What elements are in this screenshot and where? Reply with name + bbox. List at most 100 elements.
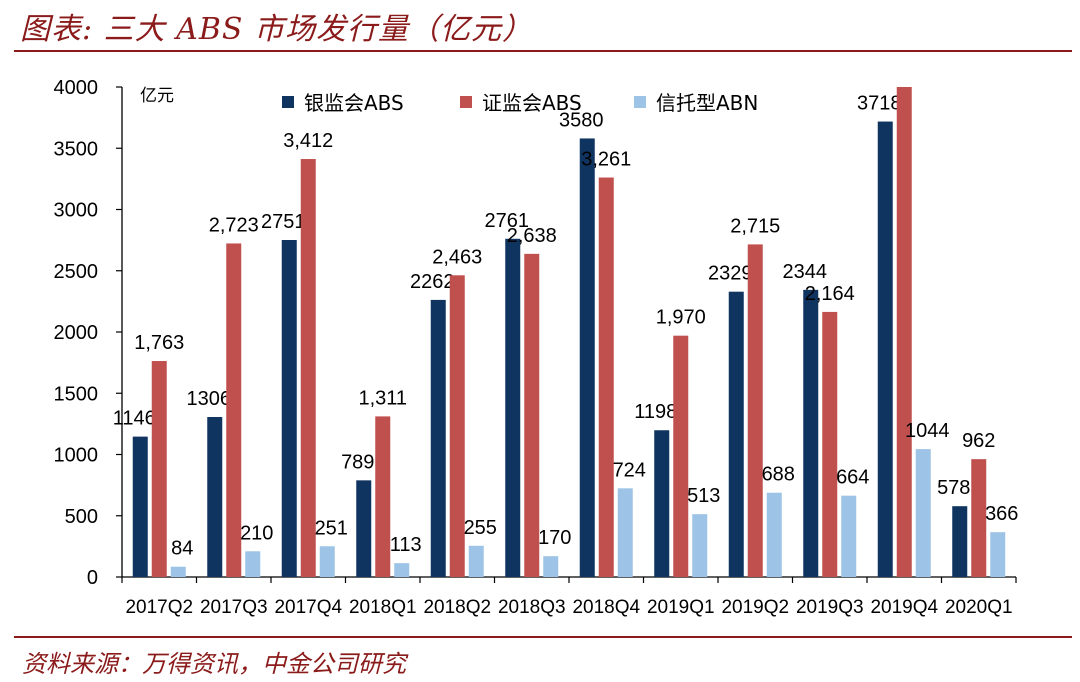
legend-swatch (282, 96, 294, 108)
x-tick-label: 2018Q4 (572, 597, 640, 618)
data-label: 578 (937, 477, 970, 499)
data-label: 366 (985, 503, 1018, 525)
bar (728, 291, 744, 577)
data-label: 513 (687, 485, 720, 507)
bar (375, 416, 391, 577)
y-tick-label: 500 (65, 506, 98, 528)
x-tick-label: 2019Q3 (796, 597, 864, 618)
legend-label: 银监会ABS (304, 91, 404, 115)
data-label: 2262 (410, 271, 455, 293)
bar (654, 430, 670, 577)
bar (319, 546, 335, 577)
bar (841, 495, 857, 577)
y-tick-label: 3500 (54, 138, 99, 160)
x-tick-label: 2019Q4 (870, 597, 938, 618)
x-tick-label: 2017Q4 (274, 597, 342, 618)
y-tick-label: 2000 (54, 322, 99, 344)
bar (915, 449, 931, 577)
legend-label: 信托型ABN (656, 91, 758, 115)
data-label: 113 (390, 534, 422, 556)
bar (766, 492, 782, 577)
data-label: 1,970 (656, 307, 706, 329)
data-label: 2329 (708, 263, 753, 285)
data-label: 962 (962, 430, 995, 452)
bar (673, 335, 689, 577)
y-tick-label: 1500 (54, 383, 99, 405)
bar (226, 243, 242, 577)
data-label: 1146 (113, 408, 156, 430)
bar (747, 244, 763, 577)
data-label: 1,311 (358, 387, 407, 409)
bar (803, 289, 819, 577)
x-tick-label: 2019Q1 (647, 597, 715, 618)
bar (579, 138, 595, 577)
data-label: 2,723 (209, 214, 259, 236)
bar (356, 480, 372, 577)
data-label: 2751 (261, 211, 306, 233)
chart-title: 图表: 三大 ABS 市场发行量（亿元） (20, 12, 533, 47)
legend-swatch (460, 96, 472, 108)
x-tick-label: 2017Q2 (125, 597, 193, 618)
data-label: 1306 (187, 388, 232, 410)
bar (300, 159, 316, 577)
data-label: 210 (240, 522, 273, 544)
bar (394, 563, 410, 577)
legend-label: 证监会ABS (482, 91, 582, 115)
data-label: 2344 (783, 261, 828, 283)
bar (617, 488, 633, 577)
data-label: 2,715 (730, 215, 780, 237)
bar (877, 121, 893, 578)
bar (245, 551, 261, 577)
bar (505, 238, 521, 577)
x-tick-label: 2017Q3 (200, 597, 268, 618)
unit-label: 亿元 (140, 86, 174, 106)
bar (952, 506, 968, 577)
legend-swatch (634, 96, 646, 108)
bar (524, 253, 540, 577)
bar (990, 532, 1006, 577)
data-label: 1044 (905, 420, 950, 442)
y-tick-label: 0 (87, 567, 98, 589)
source-note: 资料来源：万得资讯，中金公司研究 (22, 650, 406, 678)
data-label: 2,463 (432, 246, 482, 268)
title-rule (14, 50, 1072, 52)
bar (449, 275, 465, 577)
footer-rule (14, 636, 1072, 638)
data-label: 255 (464, 517, 497, 539)
data-label: 2761 (485, 210, 530, 232)
data-label: 2,164 (805, 283, 855, 305)
bar (598, 177, 614, 577)
bar (468, 545, 484, 577)
bar (170, 566, 186, 577)
x-tick-label: 2018Q3 (498, 597, 566, 618)
bar (822, 311, 838, 577)
data-label: 2,638 (507, 225, 557, 247)
x-tick-label: 2020Q1 (945, 597, 1013, 618)
data-label: 724 (613, 459, 646, 481)
y-tick-label: 1000 (54, 445, 99, 467)
data-label: 3,261 (581, 149, 631, 171)
bar (281, 240, 297, 577)
data-label: 3718 (857, 93, 902, 115)
x-tick-label: 2018Q1 (349, 597, 417, 618)
bar (207, 417, 223, 577)
data-label: 1198 (634, 401, 677, 423)
data-label: 3580 (559, 109, 604, 131)
y-tick-label: 2500 (54, 261, 99, 283)
data-label: 664 (836, 467, 869, 489)
bar (692, 514, 708, 577)
bar (896, 87, 912, 577)
data-label: 789 (341, 451, 374, 473)
bar (430, 299, 446, 577)
bar (971, 459, 987, 577)
bar (151, 361, 167, 577)
y-tick-label: 4000 (54, 77, 99, 99)
data-label: 170 (538, 527, 571, 549)
data-label: 688 (762, 464, 795, 486)
data-label: 1,763 (134, 332, 184, 354)
x-tick-label: 2018Q2 (423, 597, 491, 618)
x-tick-label: 2019Q2 (721, 597, 789, 618)
bar (132, 436, 148, 577)
data-label: 84 (171, 538, 193, 560)
